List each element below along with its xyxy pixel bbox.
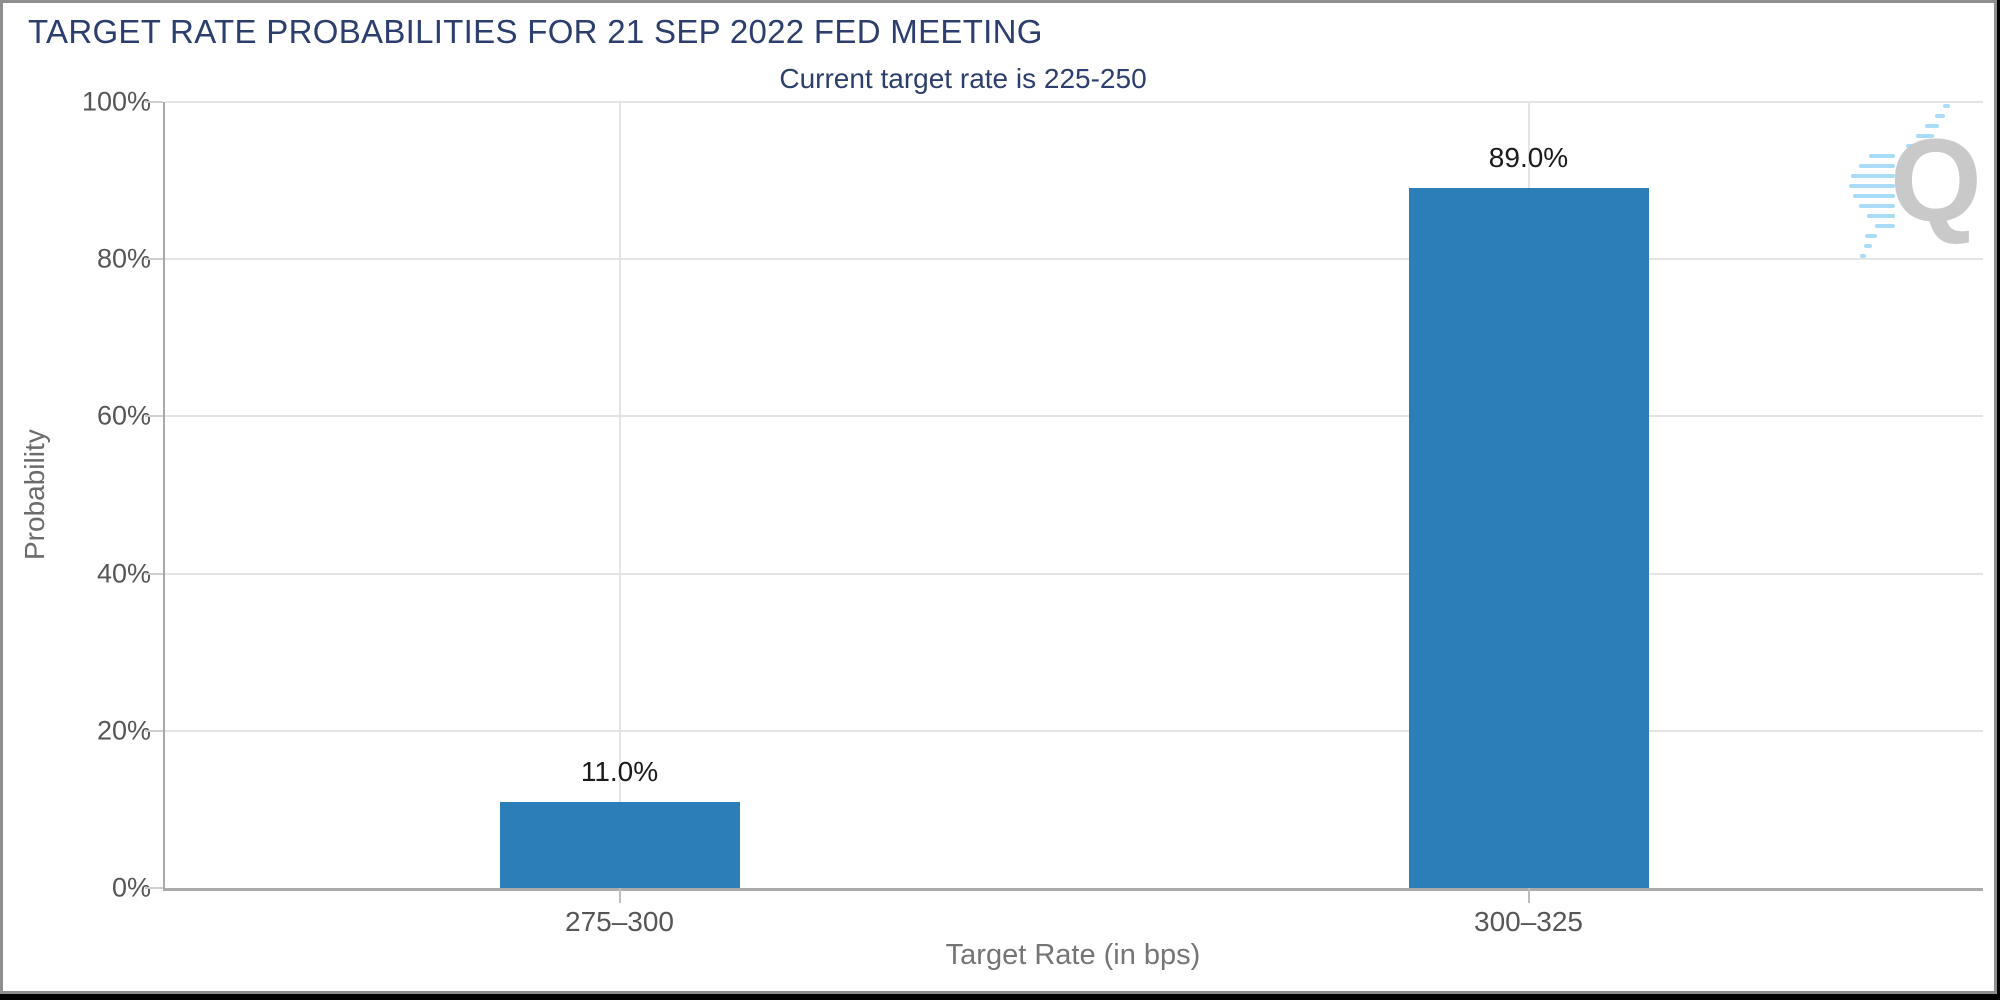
- bar-value-label: 89.0%: [1488, 142, 1569, 174]
- watermark-swoosh-icon: [1849, 104, 1950, 258]
- gridline-vertical: [618, 102, 621, 888]
- gridline-horizontal: [165, 729, 1983, 732]
- x-tick-label: 300–325: [1473, 906, 1584, 937]
- y-tick-label: 40%: [96, 558, 151, 589]
- y-axis-labels: 0% 20% 40% 60% 80% 100%: [3, 87, 151, 903]
- y-tick-label: 60%: [96, 400, 151, 431]
- q-logo-letter: Q: [1890, 115, 1982, 247]
- bar-value-label: 11.0%: [580, 755, 659, 787]
- y-axis-title: Probability: [19, 429, 50, 561]
- x-axis-title: Target Rate (in bps): [945, 939, 1201, 971]
- quikstrike-watermark: Q: [1848, 98, 1983, 263]
- y-axis-tick: [145, 415, 163, 418]
- chart-title: TARGET RATE PROBABILITIES FOR 21 SEP 202…: [28, 13, 1043, 50]
- gridline-horizontal: [165, 101, 1983, 103]
- chart-subtitle: Current target rate is 225-250: [779, 63, 1147, 94]
- gridline-horizontal: [165, 258, 1983, 261]
- gridline-horizontal: [165, 572, 1983, 575]
- y-tick-label: 100%: [81, 86, 151, 117]
- x-axis-tick: [618, 888, 621, 903]
- y-axis-tick: [145, 258, 163, 261]
- y-axis-tick: [145, 572, 163, 575]
- y-tick-label: 80%: [96, 243, 151, 274]
- x-axis-tick: [1527, 888, 1530, 903]
- y-tick-label: 20%: [96, 715, 151, 746]
- plot-area: 11.0% 275–300 89.0% 300–325: [145, 101, 1983, 937]
- bar[interactable]: [499, 801, 740, 888]
- y-axis-tick: [145, 729, 163, 732]
- bar[interactable]: [1408, 188, 1649, 888]
- y-axis-tick: [145, 101, 163, 103]
- x-tick-label: 275–300: [564, 906, 675, 937]
- y-axis-tick: [145, 887, 163, 889]
- y-tick-label: 0%: [111, 872, 151, 903]
- gridline-horizontal: [165, 415, 1983, 418]
